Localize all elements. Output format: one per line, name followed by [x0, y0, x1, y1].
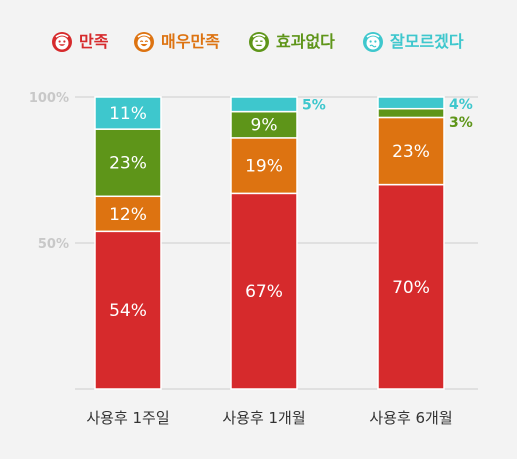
x-category-label: 사용후 1주일	[86, 409, 169, 427]
bar-segment	[230, 96, 298, 113]
data-label: 23%	[392, 142, 430, 162]
confused-face-icon	[363, 32, 383, 52]
legend-label: 만족	[79, 32, 109, 51]
chart-legend: 만족 매우만족 효과없다	[0, 28, 517, 56]
grin-face-icon	[134, 32, 154, 52]
data-label: 5%	[302, 97, 326, 113]
data-label: 4%	[449, 97, 473, 113]
data-label: 11%	[109, 104, 147, 124]
x-category-label: 사용후 1개월	[222, 409, 305, 427]
bar-segment	[377, 96, 445, 110]
legend-label: 잘모르겠다	[390, 32, 464, 51]
bar-segment	[94, 195, 162, 233]
legend-item-dont-know: 잘모르겠다	[362, 28, 464, 56]
x-category-label: 사용후 6개월	[369, 409, 452, 427]
data-label: 19%	[245, 157, 283, 177]
data-label: 3%	[449, 115, 473, 131]
data-label: 12%	[109, 205, 147, 225]
bar-segment	[377, 183, 445, 390]
bar-segment	[94, 96, 162, 130]
smile-face-icon	[52, 32, 72, 52]
bar-segment	[377, 107, 445, 119]
bar-segment	[230, 110, 298, 139]
data-label: 67%	[245, 282, 283, 302]
bar-segment	[230, 137, 298, 195]
bar-segment	[94, 128, 162, 198]
legend-label: 효과없다	[276, 32, 335, 51]
legend-label: 매우만족	[161, 32, 220, 51]
y-tick-label: 50%	[38, 237, 69, 252]
y-tick-label: 100%	[29, 91, 69, 106]
data-label: 54%	[109, 301, 147, 321]
data-label: 9%	[251, 116, 278, 136]
legend-item-very-satisfied: 매우만족	[133, 28, 220, 56]
legend-item-no-effect: 효과없다	[248, 28, 335, 56]
data-label: 70%	[392, 278, 430, 298]
bar-segment	[377, 116, 445, 186]
neutral-face-icon	[249, 32, 269, 52]
legend-item-satisfied: 만족	[51, 28, 108, 56]
data-label: 23%	[109, 154, 147, 174]
